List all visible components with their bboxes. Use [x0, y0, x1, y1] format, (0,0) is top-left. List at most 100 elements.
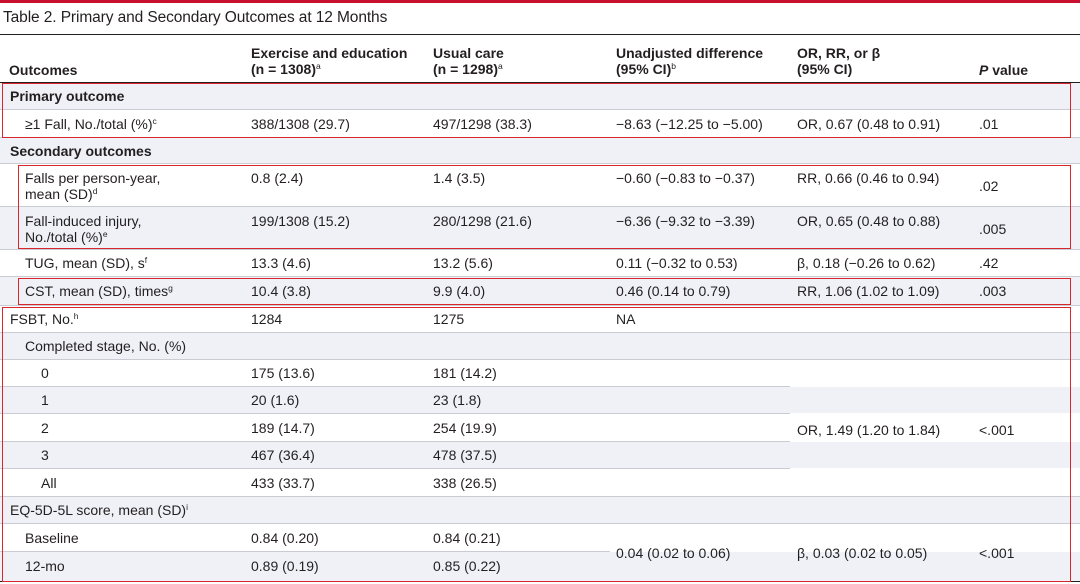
- cell-exercise: 1284: [251, 311, 283, 327]
- cell-difference: −0.60 (−0.83 to −0.37): [616, 170, 755, 186]
- table-row-cst: [0, 277, 1080, 305]
- cell-ratio: RR, 0.66 (0.46 to 0.94): [797, 170, 940, 186]
- row-separator: [0, 523, 1080, 524]
- header-unadjusted-difference: Unadjusted difference (95% CI)b: [616, 45, 764, 77]
- table-row-fsbt: [0, 306, 1080, 332]
- row-separator: [0, 386, 790, 387]
- cell-difference: NA: [616, 311, 636, 327]
- cell-usual-care: 254 (19.9): [433, 420, 497, 436]
- row-label-fall: ≥1 Fall, No./total (%)c: [25, 116, 157, 132]
- cell-usual-care: 1.4 (3.5): [433, 170, 486, 186]
- row-label-stage-all: All: [41, 475, 57, 491]
- cell-exercise: 0.89 (0.19): [251, 558, 319, 574]
- cell-usual-care: 23 (1.8): [433, 392, 482, 408]
- header-rule: [0, 82, 1080, 83]
- cell-usual-care: 13.2 (5.6): [433, 255, 493, 271]
- row-separator: [0, 249, 1080, 250]
- cell-ratio: OR, 0.65 (0.48 to 0.88): [797, 213, 941, 229]
- row-label-cst: CST, mean (SD), timesg: [25, 283, 173, 299]
- cell-difference: −6.36 (−9.32 to −3.39): [616, 213, 755, 229]
- cell-p-value-fsbt: <.001: [979, 422, 1015, 438]
- cell-usual-care: 9.9 (4.0): [433, 283, 486, 299]
- table-row-stage-all: [0, 469, 1080, 496]
- table-row-eq5d: [0, 497, 1080, 523]
- row-separator: [0, 359, 1080, 360]
- cell-usual-care: 280/1298 (21.6): [433, 213, 532, 229]
- section-label-secondary: Secondary outcomes: [10, 143, 152, 159]
- section-row-secondary: [0, 138, 1080, 164]
- cell-ratio: RR, 1.06 (1.02 to 1.09): [797, 283, 940, 299]
- row-label-stage-1: 1: [41, 392, 49, 408]
- cell-p-value: .003: [979, 283, 1007, 299]
- cell-difference: 0.11 (−0.32 to 0.53): [616, 255, 738, 271]
- row-separator: [0, 163, 1080, 164]
- cell-exercise: 433 (33.7): [251, 475, 315, 491]
- cell-p-value: .42: [979, 255, 999, 271]
- cell-usual-care: 0.85 (0.22): [433, 558, 501, 574]
- top-accent-rule: [0, 0, 1080, 3]
- cell-exercise: 0.84 (0.20): [251, 530, 319, 546]
- cell-exercise: 388/1308 (29.7): [251, 116, 350, 132]
- cell-p-value: .01: [979, 116, 999, 132]
- row-label-fall-induced-injury: Fall-induced injury, No./total (%)e: [25, 213, 142, 245]
- cell-difference: 0.46 (0.14 to 0.79): [616, 283, 731, 299]
- row-label-12mo: 12-mo: [25, 558, 65, 574]
- row-label-fsbt: FSBT, No.h: [10, 311, 79, 327]
- cell-usual-care: 478 (37.5): [433, 447, 497, 463]
- cell-p-value-eq5d: <.001: [979, 545, 1015, 561]
- bottom-rule: [0, 581, 1080, 582]
- cell-ratio-eq5d: β, 0.03 (0.02 to 0.05): [797, 545, 928, 561]
- table-row-fall-induced-injury: [0, 207, 1080, 249]
- header-exercise: Exercise and education (n = 1308)a: [251, 45, 408, 77]
- cell-p-value: .005: [979, 221, 1007, 237]
- cell-p-value: .02: [979, 178, 999, 194]
- cell-usual-care: 181 (14.2): [433, 365, 497, 381]
- row-separator: [0, 206, 1080, 207]
- row-label-stage-0: 0: [41, 365, 49, 381]
- header-p-value: P value: [979, 62, 1029, 78]
- row-label-stage-3: 3: [41, 447, 49, 463]
- cell-difference: −8.63 (−12.25 to −5.00): [616, 116, 763, 132]
- table-row-stage-1: [0, 387, 1080, 413]
- cell-usual-care: 497/1298 (38.3): [433, 116, 532, 132]
- row-separator: [0, 305, 1080, 306]
- cell-exercise: 13.3 (4.6): [251, 255, 311, 271]
- cell-exercise: 0.8 (2.4): [251, 170, 304, 186]
- row-label-baseline: Baseline: [25, 530, 79, 546]
- title-rule: [0, 34, 1080, 35]
- section-label-primary: Primary outcome: [10, 88, 125, 104]
- cell-ratio: OR, 0.67 (0.48 to 0.91): [797, 116, 941, 132]
- row-label-tug: TUG, mean (SD), sf: [25, 255, 148, 271]
- row-separator: [0, 413, 790, 414]
- section-row-primary: [0, 83, 1080, 109]
- cell-exercise: 10.4 (3.8): [251, 283, 311, 299]
- table-title: Table 2. Primary and Secondary Outcomes …: [3, 9, 388, 26]
- header-or-rr-beta: OR, RR, or β (95% CI): [797, 45, 881, 77]
- table-row-completed-stage: [0, 333, 1080, 359]
- cell-ratio-fsbt: OR, 1.49 (1.20 to 1.84): [797, 422, 941, 438]
- row-separator: [0, 496, 1080, 497]
- table-row-stage-0: [0, 360, 1080, 386]
- row-label-stage-2: 2: [41, 420, 49, 436]
- row-label-falls-per-person-year: Falls per person-year, mean (SD)d: [25, 170, 161, 202]
- cell-exercise: 20 (1.6): [251, 392, 300, 408]
- cell-ratio: β, 0.18 (−0.26 to 0.62): [797, 255, 936, 271]
- header-outcomes: Outcomes: [9, 62, 78, 78]
- cell-exercise: 199/1308 (15.2): [251, 213, 350, 229]
- row-separator: [0, 137, 1080, 138]
- row-separator: [0, 276, 1080, 277]
- row-separator: [0, 332, 1080, 333]
- table-header: [0, 35, 1080, 82]
- row-label-completed-stage: Completed stage, No. (%): [25, 338, 187, 354]
- cell-difference-eq5d: 0.04 (0.02 to 0.06): [616, 545, 731, 561]
- cell-usual-care: 0.84 (0.21): [433, 530, 501, 546]
- row-separator: [0, 109, 1080, 110]
- cell-exercise: 189 (14.7): [251, 420, 315, 436]
- cell-usual-care: 338 (26.5): [433, 475, 497, 491]
- header-usual-care: Usual care (n = 1298)a: [433, 45, 504, 77]
- row-label-eq5d: EQ-5D-5L score, mean (SD)i: [10, 502, 188, 518]
- cell-usual-care: 1275: [433, 311, 465, 327]
- row-separator: [0, 441, 790, 442]
- row-separator: [0, 468, 790, 469]
- table-row-stage-3: [0, 442, 1080, 468]
